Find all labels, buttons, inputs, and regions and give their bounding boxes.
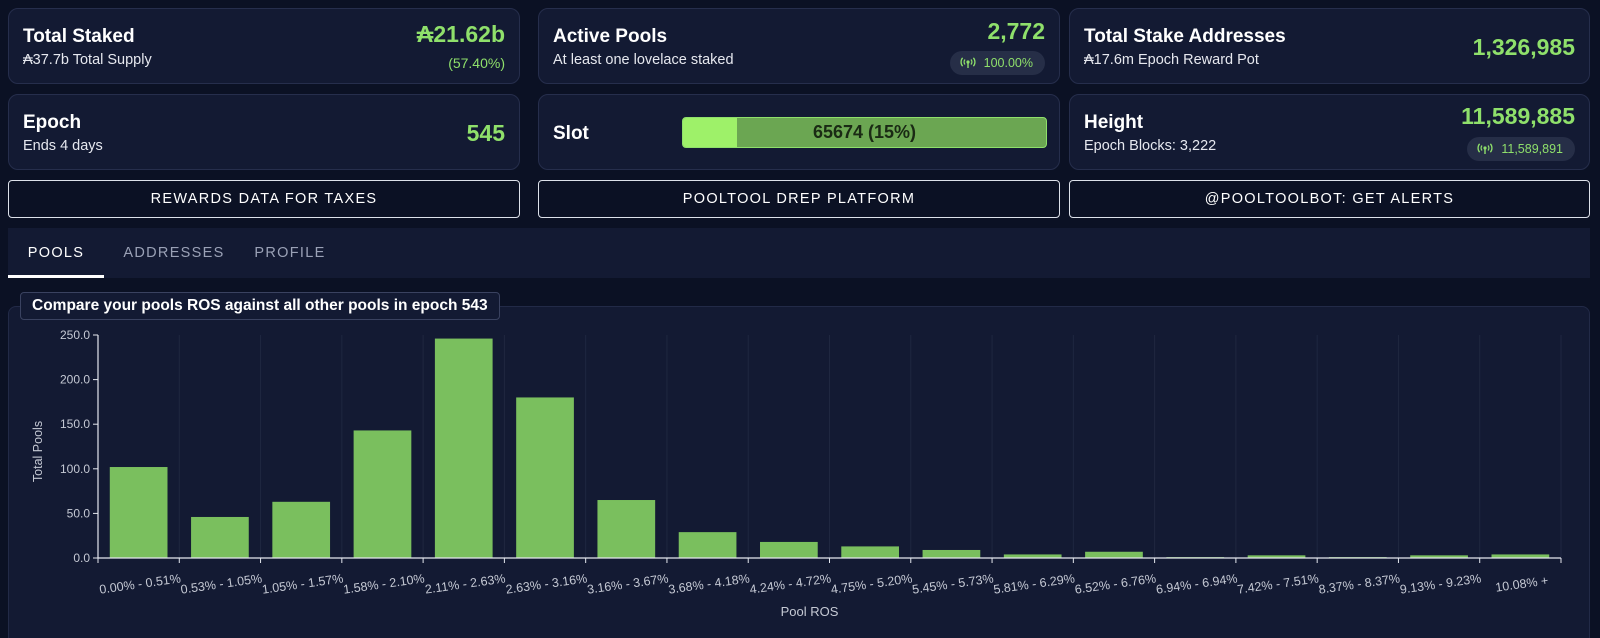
chart-bar[interactable] [1003,554,1062,558]
active-pools-value: 2,772 [987,18,1045,44]
chart-bar[interactable] [272,501,331,558]
height-card: Height Epoch Blocks: 3,222 11,589,885 11… [1069,94,1590,170]
epoch-card: Epoch Ends 4 days 545 [8,94,520,170]
chart-bar[interactable] [841,546,899,558]
x-tick-label: 2.11% - 2.63% [424,571,506,596]
total-staked-title: Total Staked [23,26,135,47]
total-supply-text: ₳37.7b Total Supply [23,52,152,68]
broadcast-signal-icon [1477,143,1493,155]
y-tick-label: 50.0 [67,506,91,520]
ros-histogram-chart: 0.0 50.0 100.0 150.0 200.0 250.0 0.00% - 0.51%… [31,328,1562,619]
reward-pot-text: ₳17.6m Epoch Reward Pot [1084,52,1259,68]
active-pools-sub: At least one lovelace staked [553,52,734,68]
rewards-data-button[interactable]: REWARDS DATA FOR TAXES [8,180,520,218]
epoch-value: 545 [466,120,505,146]
chart-bar[interactable] [434,338,493,558]
chart-bar[interactable] [1410,555,1468,558]
slot-progress-label: 65674 (15%) [812,122,917,142]
chart-bar[interactable] [109,467,168,558]
height-pill-value: 11,589,891 [1501,142,1563,156]
active-pools-pill: 100.00% [949,51,1045,75]
chart-bar[interactable] [353,430,412,558]
tab-addresses[interactable]: ADDRESSES [110,228,238,278]
staked-percent: (57.40%) [448,55,505,71]
height-value: 11,589,885 [1461,103,1575,129]
x-tick-label: 10.08% + [1495,573,1550,594]
y-tick-label: 150.0 [60,417,90,431]
height-title: Height [1084,112,1144,133]
tab-profile[interactable]: PROFILE [244,228,336,278]
x-tick-label: 4.75% - 5.20% [830,571,913,596]
x-tick-label: 6.94% - 6.94% [1155,571,1238,596]
chart-bar[interactable] [597,500,656,558]
y-tick-label: 0.0 [73,551,90,565]
height-pill: 11,589,891 [1467,137,1575,161]
x-tick-label: 9.13% - 9.23% [1399,571,1482,596]
active-pools-title: Active Pools [553,26,668,47]
x-tick-label: 0.00% - 0.51% [99,571,182,596]
x-tick-label: 1.58% - 2.10% [342,571,425,596]
y-axis-title: Total Pools [31,421,45,482]
y-tick-label: 250.0 [60,328,90,342]
tabs-bar: POOLS ADDRESSES PROFILE [8,228,1590,278]
x-tick-label: 0.53% - 1.05% [180,571,263,596]
chart-bar[interactable] [678,532,737,558]
epoch-blocks-text: Epoch Blocks: 3,222 [1084,138,1217,154]
drep-platform-button[interactable]: POOLTOOL DREP PLATFORM [538,180,1060,218]
chart-bar[interactable] [516,397,574,558]
chart-bar[interactable] [760,541,818,558]
slot-title: Slot [553,123,589,144]
chart-heading: Compare your pools ROS against all other… [20,292,500,320]
chart-bar[interactable] [1085,551,1143,558]
broadcast-signal-icon [960,57,976,69]
total-staked-value: ₳21.62b [416,21,505,47]
slot-progress-bar: 65674 (15%) [682,117,1047,148]
get-alerts-button[interactable]: @POOLTOOLBOT: GET ALERTS [1069,180,1590,218]
chart-bar[interactable] [922,549,981,558]
ros-chart-panel: 0.0 50.0 100.0 150.0 200.0 250.0 0.00% - 0.51%… [8,306,1590,638]
tab-profile-label: PROFILE [254,245,326,261]
stake-addresses-card: Total Stake Addresses ₳17.6m Epoch Rewar… [1069,8,1590,84]
x-tick-label: 3.68% - 4.18% [667,571,750,596]
active-pools-card: Active Pools At least one lovelace stake… [538,8,1060,84]
tab-addresses-label: ADDRESSES [123,245,225,261]
stake-addresses-title: Total Stake Addresses [1084,26,1286,47]
x-axis-title: Pool ROS [781,604,839,619]
x-tick-label: 7.42% - 7.51% [1236,571,1319,596]
chart-bar[interactable] [191,516,249,558]
x-tick-label: 4.24% - 4.72% [749,571,832,596]
tab-pools-label: POOLS [27,245,85,261]
epoch-ends-text: Ends 4 days [23,138,103,154]
x-tick-label: 3.16% - 3.67% [586,571,669,596]
chart-bar[interactable] [1491,554,1550,558]
x-tick-label: 5.45% - 5.73% [911,571,994,596]
slot-card: Slot 65674 (15%) [538,94,1060,170]
active-pools-pill-value: 100.00% [983,56,1033,70]
total-staked-card: Total Staked ₳37.7b Total Supply ₳21.62b… [8,8,520,84]
y-tick-label: 200.0 [60,373,90,387]
x-tick-label: 2.63% - 3.16% [505,571,588,596]
chart-bar[interactable] [1247,555,1306,558]
epoch-title: Epoch [23,112,82,133]
x-tick-label: 5.81% - 6.29% [993,571,1076,596]
active-tab-indicator [8,275,104,278]
y-tick-label: 100.0 [60,462,90,476]
x-tick-label: 1.05% - 1.57% [261,571,344,596]
tab-pools[interactable]: POOLS [8,228,104,278]
stake-addresses-value: 1,326,985 [1472,34,1575,60]
x-tick-label: 8.37% - 8.37% [1318,571,1401,596]
slot-progress-fill [683,118,738,147]
x-tick-label: 6.52% - 6.76% [1074,571,1157,596]
